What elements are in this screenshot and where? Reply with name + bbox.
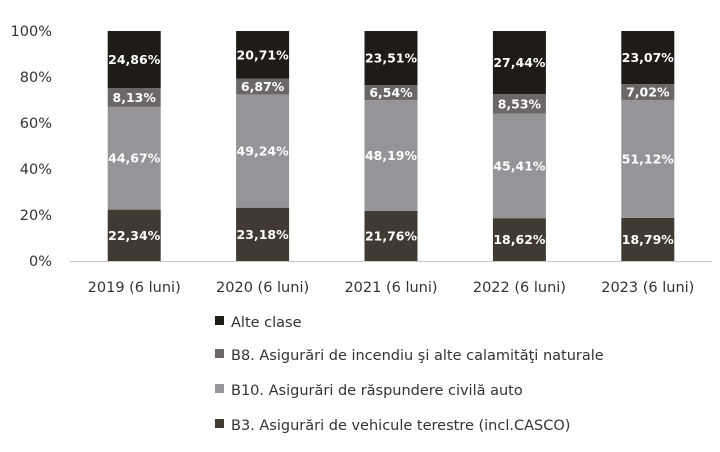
y-tick-label: 40% xyxy=(20,162,52,178)
data-label: 45,41% xyxy=(493,158,546,173)
y-tick-label: 80% xyxy=(20,70,52,86)
bar-segment xyxy=(364,31,418,86)
bar-segment xyxy=(236,31,290,79)
x-tick-label: 2019 (6 luni) xyxy=(88,280,181,296)
data-label: 23,07% xyxy=(622,50,675,65)
x-axis: 2019 (6 luni) 2020 (6 luni) 2021 (6 luni) 2… xyxy=(70,261,712,296)
bar-segment xyxy=(492,113,546,219)
legend-label: B3. Asigurări de vehicule terestre (incl… xyxy=(231,418,570,434)
legend: Alte clase B8. Asigurări de incendiu şi a… xyxy=(215,315,604,434)
bar-segment xyxy=(236,207,290,261)
legend-label: B8. Asigurări de incendiu şi alte calami… xyxy=(231,348,604,364)
y-tick-label: 60% xyxy=(20,116,52,132)
data-label: 6,87% xyxy=(241,79,285,94)
bar-segment xyxy=(492,31,546,95)
bar-segment xyxy=(107,88,161,107)
data-label: 20,71% xyxy=(237,47,290,62)
bar-segment xyxy=(621,31,675,85)
bar-segment xyxy=(107,106,161,210)
legend-swatch xyxy=(215,419,224,428)
legend-swatch xyxy=(215,316,224,325)
legend-swatch xyxy=(215,384,224,393)
data-label: 21,76% xyxy=(365,228,418,243)
data-label: 8,13% xyxy=(113,90,157,105)
bar-segment xyxy=(236,94,290,208)
bar-segment xyxy=(364,100,418,211)
bar-segment xyxy=(621,217,675,261)
x-tick-label: 2022 (6 luni) xyxy=(473,280,566,296)
x-tick-label: 2023 (6 luni) xyxy=(601,280,694,296)
bar-segment xyxy=(364,210,418,261)
data-label: 23,18% xyxy=(237,227,290,242)
data-label: 8,53% xyxy=(498,96,542,111)
x-tick-label: 2021 (6 luni) xyxy=(344,280,437,296)
data-label: 7,02% xyxy=(626,85,670,100)
bar-segment xyxy=(621,84,675,101)
data-label: 22,34% xyxy=(108,228,161,243)
bar-segment xyxy=(107,209,161,261)
bar-segment xyxy=(492,218,546,261)
data-label: 24,86% xyxy=(108,52,161,67)
y-tick-label: 20% xyxy=(20,208,52,224)
legend-label: B10. Asigurări de răspundere civilă auto xyxy=(231,383,523,399)
bar-segment xyxy=(236,78,290,95)
bar-segment xyxy=(621,100,675,218)
data-label: 18,79% xyxy=(622,232,675,247)
data-label: 23,51% xyxy=(365,51,418,66)
x-tick-label: 2020 (6 luni) xyxy=(216,280,309,296)
y-tick-label: 100% xyxy=(11,24,52,40)
bar-segment xyxy=(364,85,418,101)
y-tick-label: 0% xyxy=(29,254,52,270)
data-label: 49,24% xyxy=(237,144,290,159)
data-label: 18,62% xyxy=(493,232,546,247)
bars: 22,34% 44,67% 8,13% 24,86% 23,18% 49,24% 6,87%… xyxy=(107,31,675,261)
data-label: 27,44% xyxy=(493,55,546,70)
y-axis: 0% 20% 40% 60% 80% 100% xyxy=(11,24,52,270)
data-label: 48,19% xyxy=(365,148,418,163)
bar-segment xyxy=(492,94,546,114)
data-label: 44,67% xyxy=(108,151,161,166)
bar-segment xyxy=(107,31,161,89)
data-label: 6,54% xyxy=(369,85,413,100)
legend-label: Alte clase xyxy=(231,315,302,331)
legend-swatch xyxy=(215,349,224,358)
data-label: 51,12% xyxy=(622,151,675,166)
